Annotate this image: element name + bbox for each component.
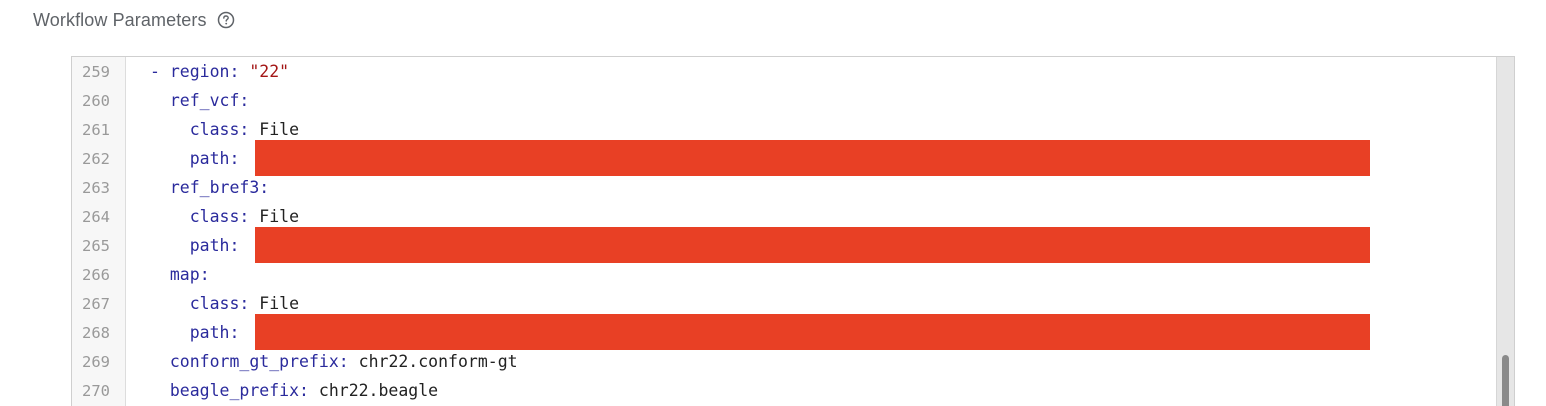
line-number: 268 — [82, 323, 110, 342]
code-line[interactable]: 261 class: File — [72, 115, 1496, 144]
code-line[interactable]: 264 class: File — [72, 202, 1496, 231]
key-separator: : — [229, 149, 240, 168]
yaml-key: conform_gt_prefix — [169, 352, 339, 371]
code-line[interactable]: 259 - region: "22" — [72, 57, 1496, 86]
yaml-value: "22" — [249, 62, 290, 81]
line-number-gutter — [72, 57, 126, 406]
yaml-key: region — [169, 62, 230, 81]
help-circle-icon[interactable] — [217, 11, 235, 29]
vertical-scrollbar[interactable] — [1496, 57, 1514, 406]
line-indent — [150, 120, 190, 139]
yaml-value: chr22.conform-gt — [358, 352, 518, 371]
line-indent — [150, 236, 190, 255]
line-number: 263 — [82, 178, 110, 197]
scrollbar-thumb[interactable] — [1502, 355, 1509, 406]
line-indent — [150, 381, 170, 400]
line-number: 264 — [82, 207, 110, 226]
redacted-path-block — [255, 227, 1370, 263]
key-separator: : — [199, 265, 210, 284]
line-number: 266 — [82, 265, 110, 284]
yaml-value: chr22.beagle — [318, 381, 439, 400]
code-line[interactable]: 270 beagle_prefix: chr22.beagle — [72, 376, 1496, 405]
key-separator: : — [338, 352, 359, 371]
line-indent — [150, 178, 170, 197]
line-number: 262 — [82, 149, 110, 168]
list-dash: - — [150, 62, 170, 81]
yaml-key: map — [169, 265, 200, 284]
line-number: 261 — [82, 120, 110, 139]
line-content: path: — [126, 149, 240, 168]
yaml-key: path — [189, 149, 230, 168]
key-separator: : — [229, 62, 250, 81]
line-number: 267 — [82, 294, 110, 313]
section-title: Workflow Parameters — [33, 9, 207, 30]
line-indent — [150, 265, 170, 284]
line-number: 270 — [82, 381, 110, 400]
key-separator: : — [299, 381, 319, 400]
line-number: 265 — [82, 236, 110, 255]
line-content: ref_vcf: — [126, 91, 249, 110]
yaml-key: ref_bref3 — [169, 178, 260, 197]
code-line[interactable]: 267 class: File — [72, 289, 1496, 318]
code-line[interactable]: 268 path: — [72, 314, 1496, 350]
line-number: 259 — [82, 62, 110, 81]
key-separator: : — [239, 207, 260, 226]
line-indent — [150, 91, 170, 110]
code-line[interactable]: 262 path: — [72, 140, 1496, 176]
line-content: class: File — [126, 294, 299, 313]
yaml-key: path — [189, 236, 230, 255]
key-separator: : — [239, 91, 250, 110]
yaml-key: beagle_prefix — [169, 381, 300, 400]
code-line[interactable]: 263 ref_bref3: — [72, 173, 1496, 202]
key-separator: : — [229, 323, 240, 342]
line-indent — [150, 149, 190, 168]
line-content: ref_bref3: — [126, 178, 269, 197]
key-separator: : — [259, 178, 270, 197]
line-content: - region: "22" — [126, 62, 289, 81]
code-line[interactable]: 266 map: — [72, 260, 1496, 289]
line-indent — [150, 207, 190, 226]
yaml-code-editor[interactable]: 259- region: "22" 260 ref_vcf: 261 class: … — [71, 56, 1515, 406]
line-content: conform_gt_prefix: chr22.conform-gt — [126, 352, 518, 371]
yaml-key: class — [189, 207, 240, 226]
yaml-value: File — [259, 207, 300, 226]
redacted-path-block — [255, 314, 1370, 350]
line-indent — [150, 294, 190, 313]
workflow-parameters-header: Workflow Parameters — [33, 8, 235, 32]
yaml-key: class — [189, 120, 240, 139]
line-content: class: File — [126, 120, 299, 139]
line-content: class: File — [126, 207, 299, 226]
key-separator: : — [239, 120, 260, 139]
code-line[interactable]: 269 conform_gt_prefix: chr22.conform-gt — [72, 347, 1496, 376]
line-indent — [150, 352, 170, 371]
code-lines: 259- region: "22" 260 ref_vcf: 261 class: … — [72, 57, 1496, 405]
yaml-value: File — [259, 294, 300, 313]
line-content: path: — [126, 323, 240, 342]
code-line[interactable]: 265 path: — [72, 227, 1496, 263]
yaml-key: ref_vcf — [169, 91, 240, 110]
yaml-key: path — [189, 323, 230, 342]
key-separator: : — [229, 236, 240, 255]
redacted-path-block — [255, 140, 1370, 176]
line-content: map: — [126, 265, 210, 284]
yaml-value: File — [259, 120, 300, 139]
key-separator: : — [239, 294, 260, 313]
line-indent — [150, 323, 190, 342]
code-line[interactable]: 260 ref_vcf: — [72, 86, 1496, 115]
yaml-key: class — [189, 294, 240, 313]
line-content: beagle_prefix: chr22.beagle — [126, 381, 438, 400]
line-number: 269 — [82, 352, 110, 371]
line-number: 260 — [82, 91, 110, 110]
line-content: path: — [126, 236, 240, 255]
